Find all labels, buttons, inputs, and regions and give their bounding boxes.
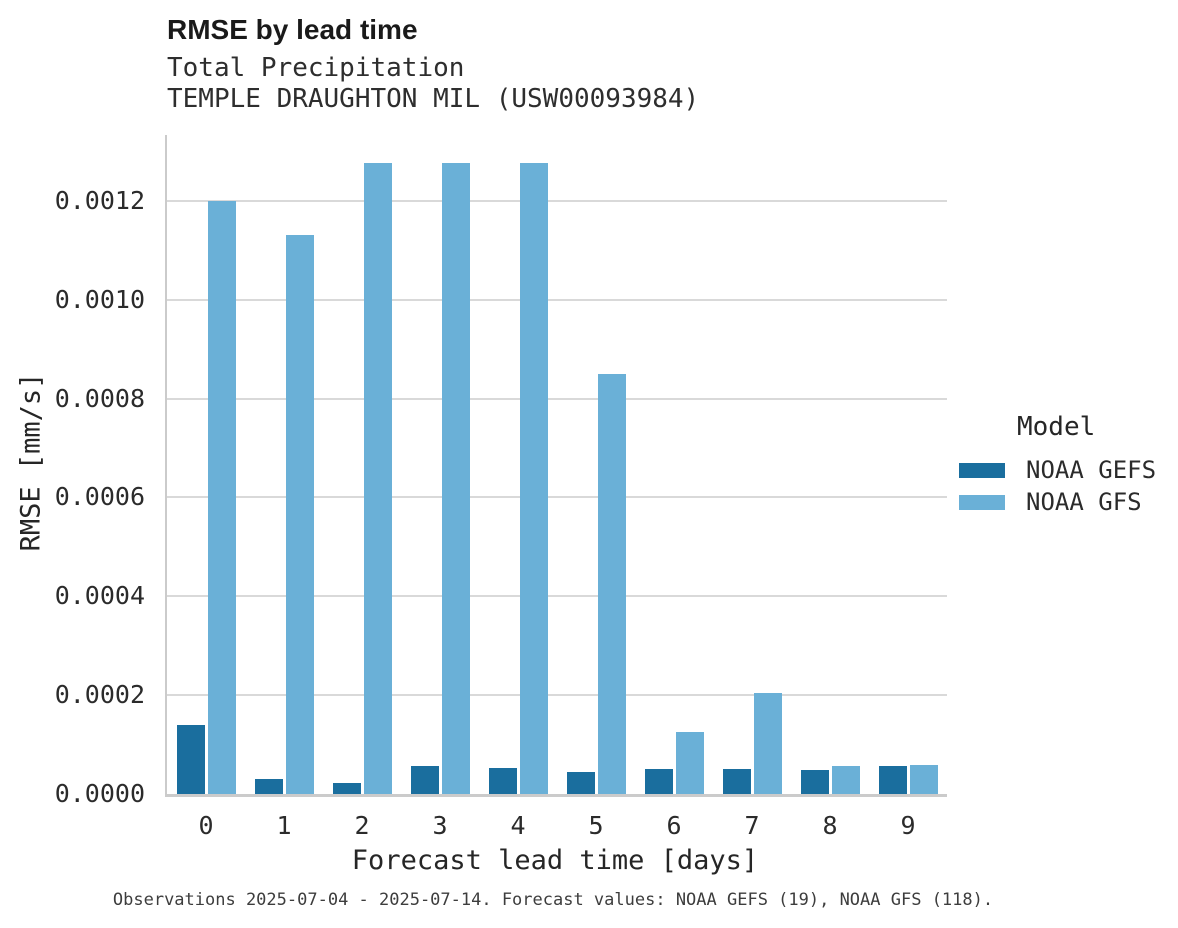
legend-row-noaa-gfs: NOAA GFS xyxy=(959,486,1156,518)
x-tick-label-8: 8 xyxy=(822,811,838,840)
x-tick-label-1: 1 xyxy=(276,811,292,840)
bar-noaa-gefs-lead-6 xyxy=(645,769,673,794)
bar-noaa-gfs-lead-7 xyxy=(754,692,782,794)
x-tick-label-7: 7 xyxy=(744,811,760,840)
bar-noaa-gfs-lead-2 xyxy=(364,162,392,794)
gridline-0.0010 xyxy=(167,298,947,301)
x-tick-label-0: 0 xyxy=(198,811,214,840)
x-tick-label-9: 9 xyxy=(900,811,916,840)
y-tick-label-0.0002: 0.0002 xyxy=(54,680,145,710)
gridline-0.0006 xyxy=(167,496,947,499)
bar-noaa-gfs-lead-5 xyxy=(598,373,626,794)
gridline-0.0004 xyxy=(167,595,947,598)
bar-noaa-gfs-lead-9 xyxy=(910,764,938,794)
legend-row-noaa-gefs: NOAA GEFS xyxy=(959,454,1156,486)
x-tick-label-2: 2 xyxy=(354,811,370,840)
bar-noaa-gfs-lead-1 xyxy=(286,235,314,794)
x-axis-title: Forecast lead time [days] xyxy=(351,845,759,876)
bar-noaa-gfs-lead-4 xyxy=(520,162,548,794)
x-tick-label-5: 5 xyxy=(588,811,604,840)
chart-subtitle: Total Precipitation xyxy=(167,53,465,83)
bar-noaa-gfs-lead-0 xyxy=(208,200,236,794)
legend-swatch-noaa-gfs xyxy=(959,494,1005,510)
gridline-0.0002 xyxy=(167,694,947,697)
bar-noaa-gefs-lead-4 xyxy=(489,767,517,794)
gridline-0.0008 xyxy=(167,397,947,400)
legend-swatch-noaa-gefs xyxy=(959,462,1005,478)
legend-title: Model xyxy=(1017,412,1096,442)
caption: Observations 2025-07-04 - 2025-07-14. Fo… xyxy=(112,890,994,910)
y-tick-label-0.0004: 0.0004 xyxy=(54,581,145,611)
bar-noaa-gfs-lead-3 xyxy=(442,162,470,794)
chart-station-label: TEMPLE DRAUGHTON MIL (USW00093984) xyxy=(167,84,700,114)
bar-noaa-gefs-lead-9 xyxy=(879,765,907,794)
bar-noaa-gefs-lead-3 xyxy=(411,765,439,794)
bar-noaa-gefs-lead-5 xyxy=(567,772,595,794)
y-tick-label-0.0008: 0.0008 xyxy=(54,383,145,413)
x-tick-label-6: 6 xyxy=(666,811,682,840)
bar-noaa-gfs-lead-8 xyxy=(832,765,860,794)
plot-area: 0.0000 0.0002 0.0004 0.0006 0.0008 0.0010 0.00… xyxy=(55,135,947,840)
bar-noaa-gefs-lead-7 xyxy=(723,768,751,794)
legend: Model NOAA GEFS NOAA GFS xyxy=(959,412,1156,518)
chart-title: RMSE by lead time xyxy=(167,14,418,45)
gridline-0.0012 xyxy=(167,199,947,202)
chart-header: RMSE by lead time Total Precipitation TE… xyxy=(167,13,699,115)
y-tick-label-0.0010: 0.0010 xyxy=(54,284,145,314)
bar-noaa-gefs-lead-8 xyxy=(801,769,829,794)
legend-label-noaa-gfs: NOAA GFS xyxy=(1026,488,1142,516)
bar-noaa-gefs-lead-0 xyxy=(177,724,205,794)
y-axis-title: RMSE [mm/s] xyxy=(15,372,47,552)
legend-label-noaa-gefs: NOAA GEFS xyxy=(1026,456,1157,484)
x-tick-label-3: 3 xyxy=(432,811,448,840)
y-tick-label-0.0012: 0.0012 xyxy=(54,185,145,215)
x-tick-label-4: 4 xyxy=(510,811,526,840)
bar-noaa-gfs-lead-6 xyxy=(676,732,704,794)
y-tick-label-0.0006: 0.0006 xyxy=(54,482,145,512)
legend-items: NOAA GEFS NOAA GFS xyxy=(959,454,1156,518)
bar-noaa-gefs-lead-2 xyxy=(333,783,361,794)
bar-noaa-gefs-lead-1 xyxy=(255,779,283,794)
y-tick-label-0.0000: 0.0000 xyxy=(54,779,145,808)
